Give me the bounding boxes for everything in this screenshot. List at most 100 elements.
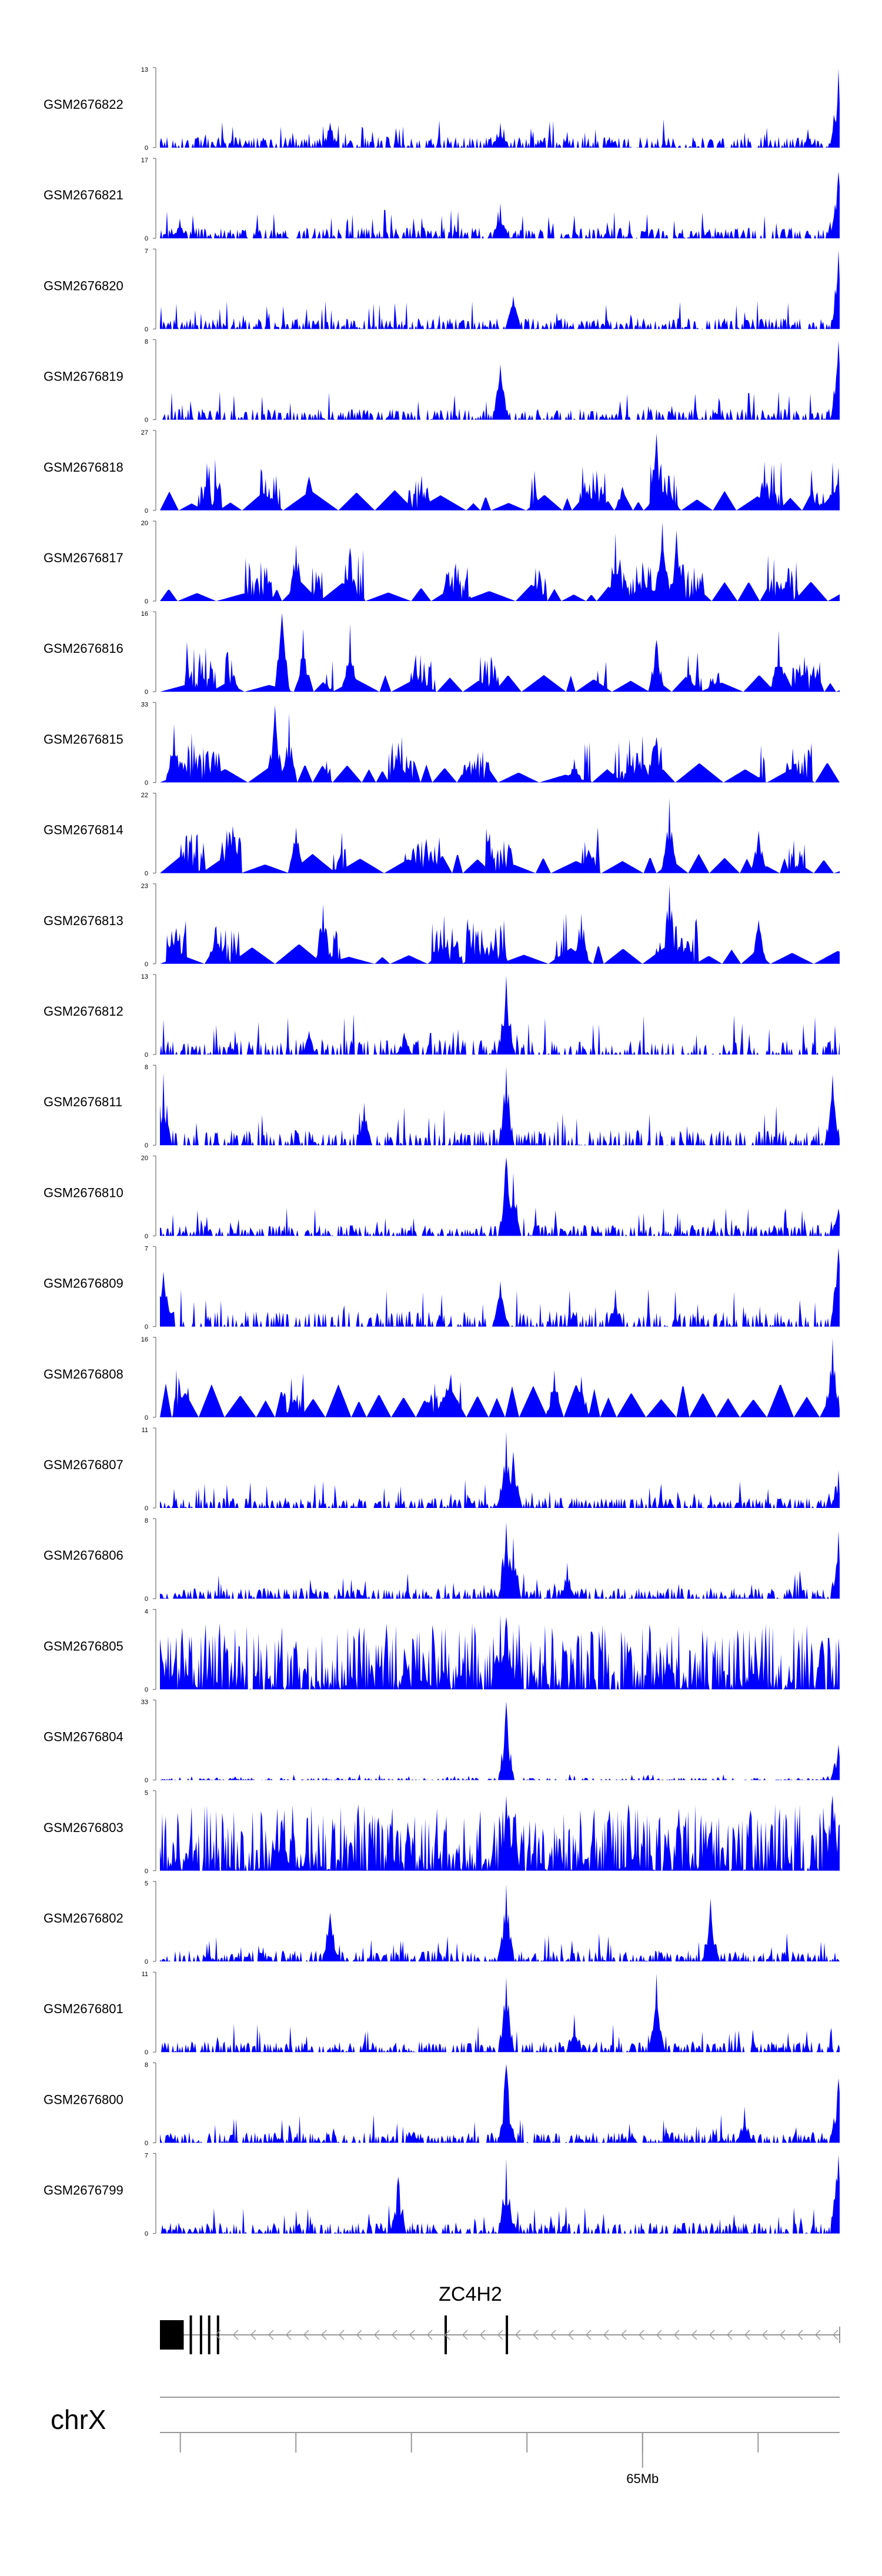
- track-label: GSM2676799: [44, 2183, 123, 2198]
- y-max-label: 13: [141, 973, 148, 980]
- strand-arrow: [585, 2330, 592, 2340]
- axis-tick-label: 65Mb: [626, 2471, 659, 2486]
- signal-area: [160, 250, 840, 329]
- strand-arrow: [268, 2330, 274, 2340]
- signal-area: [160, 1973, 840, 2053]
- strand-arrow: [567, 2330, 574, 2340]
- signal-area: [160, 1522, 840, 1599]
- track-GSM2676818: GSM2676818 27 0: [44, 429, 840, 515]
- track-GSM2676817: GSM2676817 20 0: [44, 520, 840, 605]
- strand-arrow: [497, 2330, 503, 2340]
- y-min-label: 0: [145, 1142, 148, 1149]
- track-label: GSM2676816: [44, 641, 123, 656]
- y-min-label: 0: [145, 689, 148, 696]
- track-label: GSM2676801: [44, 2001, 123, 2016]
- track-GSM2676806: GSM2676806 8 0: [44, 1517, 840, 1603]
- y-max-label: 17: [141, 157, 148, 164]
- signal-tracks: GSM2676822130GSM2676821170GSM267682070GS…: [44, 66, 840, 2238]
- strand-arrow: [514, 2330, 521, 2340]
- y-min-label: 0: [145, 1052, 148, 1059]
- y-max-label: 23: [141, 883, 148, 890]
- signal-area: [160, 798, 840, 873]
- strand-arrow: [779, 2330, 786, 2340]
- strand-arrow: [444, 2330, 450, 2340]
- y-min-label: 0: [145, 2140, 148, 2147]
- signal-area: [160, 171, 840, 239]
- signal-area: [160, 613, 840, 692]
- strand-arrow: [532, 2330, 539, 2340]
- y-max-label: 20: [141, 520, 148, 527]
- y-max-label: 13: [141, 66, 148, 74]
- strand-arrow: [797, 2330, 803, 2340]
- signal-area: [160, 1614, 840, 1690]
- y-max-label: 20: [141, 1154, 148, 1162]
- track-GSM2676800: GSM2676800 8 0: [44, 2061, 840, 2147]
- track-label: GSM2676821: [44, 188, 123, 202]
- strand-arrow: [426, 2330, 433, 2340]
- y-max-label: 8: [145, 2061, 148, 2068]
- position-axis: 65Mb: [160, 2432, 840, 2486]
- signal-area: [160, 341, 840, 420]
- track-label: GSM2676817: [44, 550, 123, 565]
- strand-arrow: [250, 2330, 256, 2340]
- y-max-label: 5: [145, 1790, 148, 1797]
- track-label: GSM2676804: [44, 1730, 123, 1744]
- strand-arrow: [709, 2330, 715, 2340]
- strand-arrows: [215, 2327, 840, 2343]
- y-max-label: 7: [145, 248, 148, 255]
- axis-ticks: [179, 2432, 759, 2468]
- y-min-label: 0: [145, 1958, 148, 1966]
- y-max-label: 22: [141, 792, 148, 799]
- signal-area: [160, 1338, 840, 1417]
- y-min-label: 0: [145, 2231, 148, 2238]
- track-GSM2676810: GSM2676810 20 0: [44, 1154, 840, 1240]
- track-GSM2676814: GSM2676814 22 0: [44, 792, 840, 877]
- gene-track: ZC4H2: [160, 2283, 840, 2354]
- strand-arrow: [550, 2330, 556, 2340]
- track-GSM2676804: GSM2676804 33 0: [44, 1699, 840, 1784]
- strand-arrow: [373, 2330, 380, 2340]
- gene-exons: [160, 2315, 509, 2354]
- signal-area: [160, 1157, 840, 1236]
- signal-area: [160, 522, 840, 601]
- track-label: GSM2676812: [44, 1004, 123, 1019]
- strand-arrow: [356, 2330, 362, 2340]
- strand-arrow: [303, 2330, 309, 2340]
- track-GSM2676803: GSM2676803 5 0: [44, 1790, 840, 1875]
- track-label: GSM2676810: [44, 1185, 123, 1200]
- gene-exon: [216, 2315, 219, 2354]
- y-min-label: 0: [145, 417, 148, 424]
- track-label: GSM2676805: [44, 1639, 123, 1653]
- track-GSM2676807: GSM2676807 11 0: [44, 1427, 840, 1512]
- strand-arrow: [603, 2330, 609, 2340]
- track-label: GSM2676818: [44, 460, 123, 475]
- gene-exon: [506, 2315, 509, 2354]
- strand-arrow: [215, 2330, 221, 2340]
- track-GSM2676815: GSM2676815 33 0: [44, 701, 840, 786]
- track-GSM2676821: GSM2676821 17 0: [44, 157, 840, 242]
- signal-area: [160, 976, 840, 1055]
- strand-arrow: [338, 2330, 345, 2340]
- track-GSM2676802: GSM2676802 5 0: [44, 1880, 840, 1966]
- track-GSM2676812: GSM2676812 13 0: [44, 973, 840, 1059]
- track-label: GSM2676800: [44, 2092, 123, 2107]
- strand-arrow: [691, 2330, 697, 2340]
- track-label: GSM2676813: [44, 913, 123, 928]
- y-min-label: 0: [145, 961, 148, 968]
- track-GSM2676808: GSM2676808 16 0: [44, 1336, 840, 1422]
- y-max-label: 16: [141, 1336, 148, 1343]
- y-min-label: 0: [145, 145, 148, 152]
- track-label: GSM2676807: [44, 1457, 123, 1472]
- track-GSM2676809: GSM2676809 7 0: [44, 1246, 840, 1331]
- y-min-label: 0: [145, 1324, 148, 1331]
- y-min-label: 0: [145, 2049, 148, 2056]
- track-label: GSM2676814: [44, 823, 123, 837]
- strand-arrow: [391, 2330, 397, 2340]
- y-min-label: 0: [145, 1596, 148, 1603]
- gene-exon: [189, 2315, 192, 2354]
- track-label: GSM2676803: [44, 1820, 123, 1835]
- track-GSM2676816: GSM2676816 16 0: [44, 610, 840, 696]
- track-label: GSM2676809: [44, 1276, 123, 1291]
- signal-area: [160, 1066, 840, 1146]
